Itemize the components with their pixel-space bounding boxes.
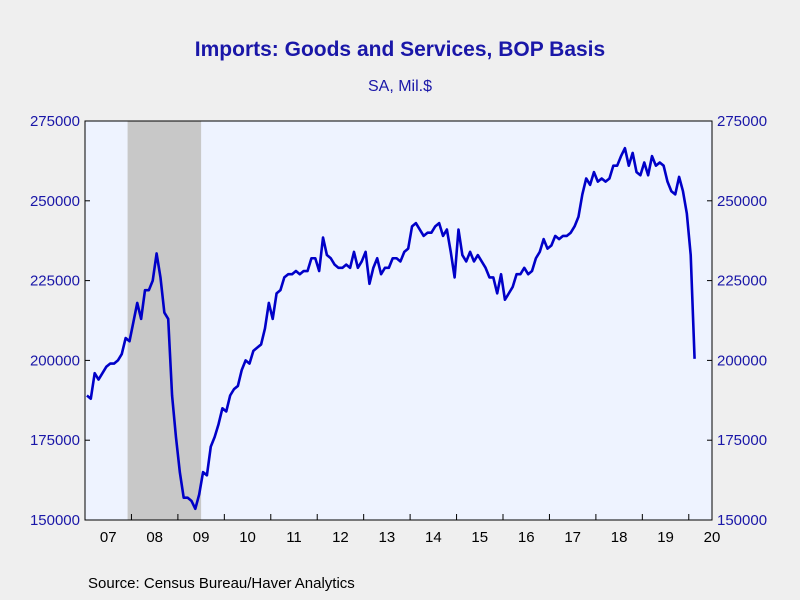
y-tick-label-right: 250000	[717, 193, 767, 210]
y-tick-label-right: 225000	[717, 273, 767, 290]
y-tick-label-right: 175000	[717, 432, 767, 449]
y-tick-label-left: 225000	[30, 273, 80, 290]
y-tick-label-right: 150000	[717, 512, 767, 529]
x-tick-label: 18	[611, 529, 628, 546]
x-tick-label: 10	[239, 529, 256, 546]
y-tick-label-left: 175000	[30, 432, 80, 449]
source-note: Source: Census Bureau/Haver Analytics	[88, 575, 355, 592]
y-tick-label-right: 275000	[717, 113, 767, 130]
y-tick-label-left: 150000	[30, 512, 80, 529]
y-tick-label-left: 200000	[30, 352, 80, 369]
x-tick-label: 11	[286, 529, 302, 546]
x-tick-label: 19	[657, 529, 674, 546]
x-tick-label: 20	[704, 529, 721, 546]
series-line-0	[86, 146, 696, 511]
chart-title: Imports: Goods and Services, BOP Basis	[194, 38, 606, 61]
x-tick-label: 08	[146, 529, 163, 546]
x-tick-label: 07	[100, 529, 117, 546]
x-tick-label: 16	[518, 529, 535, 546]
x-tick-label: 15	[471, 529, 488, 546]
y-tick-label-left: 250000	[30, 193, 80, 210]
x-tick-label: 12	[332, 529, 349, 546]
y-tick-label-right: 200000	[717, 352, 767, 369]
plot-frame	[84, 120, 713, 521]
x-tick-label: 17	[564, 529, 581, 546]
x-tick-label: 13	[379, 529, 396, 546]
chart-subtitle: SA, Mil.$	[367, 78, 432, 95]
x-tick-label: 09	[193, 529, 210, 546]
x-tick-label: 14	[425, 529, 442, 546]
recession-shade	[127, 121, 202, 520]
y-tick-label-left: 275000	[30, 113, 80, 130]
